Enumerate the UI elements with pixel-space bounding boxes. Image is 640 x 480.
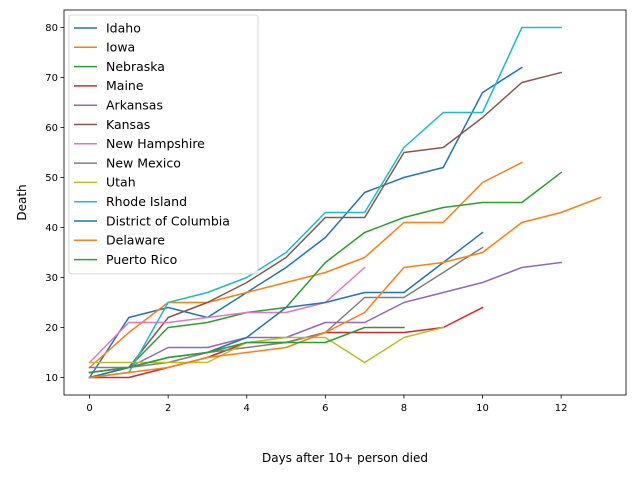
x-tick-label: 12	[555, 403, 568, 414]
y-tick-label: 80	[45, 23, 58, 34]
series-line-idaho	[88, 66, 523, 379]
y-tick-label: 60	[45, 123, 58, 134]
y-tick-label: 10	[45, 373, 58, 384]
x-tick-label: 8	[401, 403, 407, 414]
y-tick-label: 20	[45, 323, 58, 334]
x-axis: 0 2 4 6 8 10 12	[86, 395, 568, 414]
legend-label: Kansas	[106, 117, 150, 132]
legend-label: Delaware	[106, 233, 165, 248]
legend-label: Idaho	[106, 20, 141, 35]
axes-frame	[63, 9, 627, 396]
legend-label: Iowa	[106, 40, 135, 55]
y-tick-label: 30	[45, 273, 58, 284]
x-tick-label: 2	[165, 403, 171, 414]
series-line-iowa	[88, 161, 523, 369]
y-tick-label: 40	[45, 223, 58, 234]
x-tick-label: 0	[86, 403, 92, 414]
series-line-nebraska	[88, 171, 563, 374]
legend-label: Puerto Rico	[106, 252, 177, 267]
series-line-new-hampshire	[88, 266, 366, 364]
y-axis-label: Death	[15, 184, 29, 220]
x-axis-label: Days after 10+ person died	[262, 451, 428, 465]
x-tick-label: 10	[476, 403, 489, 414]
legend-label: Rhode Island	[106, 194, 187, 209]
series-line-rhode-island	[88, 26, 562, 379]
y-axis: 10 20 30 40 50 60 70 80	[45, 23, 64, 384]
plot-lines	[88, 26, 602, 379]
series-line-arkansas	[88, 261, 562, 369]
legend-label: Maine	[106, 78, 144, 93]
legend-label: New Mexico	[106, 155, 181, 170]
legend-label: Utah	[106, 175, 136, 190]
x-tick-label: 4	[244, 403, 250, 414]
legend-label: District of Columbia	[106, 213, 230, 228]
series-line-delaware	[88, 196, 602, 379]
y-tick-label: 70	[45, 73, 58, 84]
legend: Idaho Iowa Nebraska Maine Arkansas Kansas New …	[68, 14, 259, 275]
series-line-kansas	[88, 71, 563, 374]
x-tick-label: 6	[322, 403, 328, 414]
series-line-puerto-rico	[88, 326, 405, 374]
legend-label: New Hampshire	[106, 136, 205, 151]
legend-box	[68, 14, 259, 275]
legend-label: Nebraska	[106, 59, 165, 74]
legend-label: Arkansas	[106, 98, 163, 113]
y-tick-label: 50	[45, 173, 58, 184]
